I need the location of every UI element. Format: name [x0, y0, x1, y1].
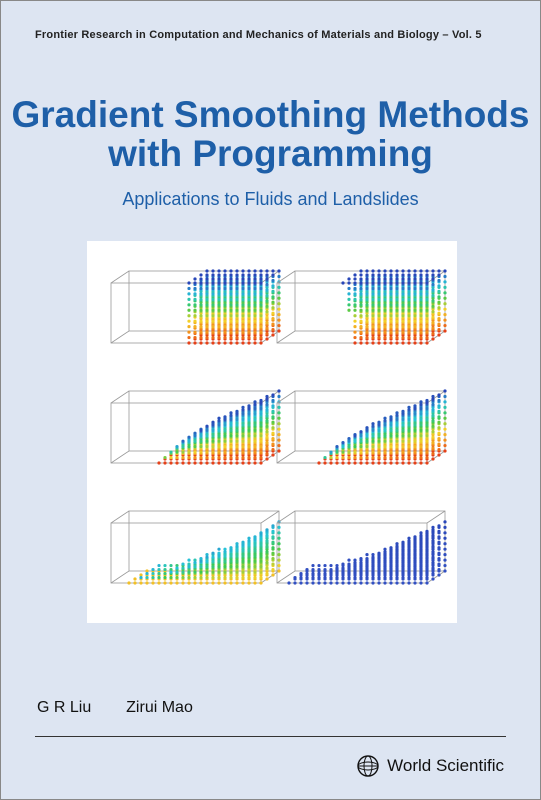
- title-line1: Gradient Smoothing Methods: [12, 94, 530, 135]
- book-title: Gradient Smoothing Methods with Programm…: [1, 96, 540, 174]
- authors: G R Liu Zirui Mao: [37, 699, 193, 717]
- cover-figure: [87, 241, 457, 623]
- title-line2: with Programming: [108, 133, 433, 174]
- divider-line: [35, 736, 506, 737]
- publisher-name: World Scientific: [387, 756, 504, 776]
- book-subtitle: Applications to Fluids and Landslides: [1, 189, 540, 210]
- series-label: Frontier Research in Computation and Mec…: [35, 29, 506, 41]
- publisher: World Scientific: [357, 755, 504, 777]
- author-2: Zirui Mao: [126, 699, 193, 716]
- publisher-logo-icon: [357, 755, 379, 777]
- author-1: G R Liu: [37, 699, 91, 716]
